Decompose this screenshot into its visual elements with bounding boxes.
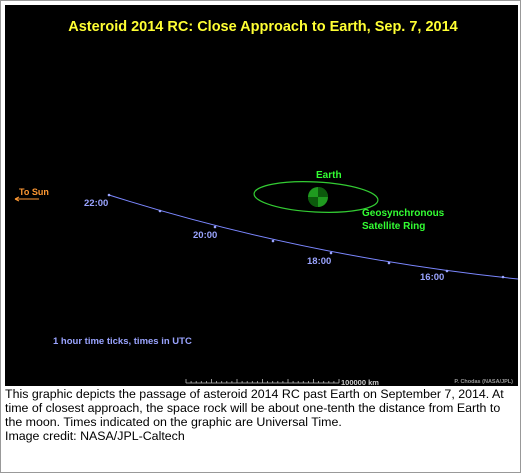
caption-text: This graphic depicts the passage of aste… <box>5 387 504 429</box>
time-label: 16:00 <box>420 272 444 283</box>
time-ticks <box>107 193 505 279</box>
geo-ring <box>253 181 379 213</box>
image-credit: Image credit: NASA/JPL-Caltech <box>5 429 185 443</box>
note: 1 hour time ticks, times in UTC <box>53 336 192 347</box>
diagram: Asteroid 2014 RC: Close Approach to Eart… <box>5 5 518 386</box>
time-label: 22:00 <box>84 198 108 209</box>
caption: This graphic depicts the passage of aste… <box>5 387 515 443</box>
scale-bar <box>185 379 340 384</box>
title: Asteroid 2014 RC: Close Approach to Eart… <box>68 19 457 35</box>
time-label: 18:00 <box>307 256 331 267</box>
ring-label: Geosynchronous <box>362 208 445 219</box>
earth-shade <box>308 187 328 207</box>
sun-label: To Sun <box>19 187 49 197</box>
sun-arrowhead <box>14 196 20 202</box>
scale-label: 100000 km <box>341 378 379 386</box>
trajectory <box>108 194 518 280</box>
ring-label: Satellite Ring <box>362 221 425 232</box>
credit: P. Chodas (NASA/JPL) <box>454 379 513 385</box>
background <box>5 5 518 386</box>
time-label: 20:00 <box>193 230 217 241</box>
earth-label: Earth <box>316 170 342 181</box>
